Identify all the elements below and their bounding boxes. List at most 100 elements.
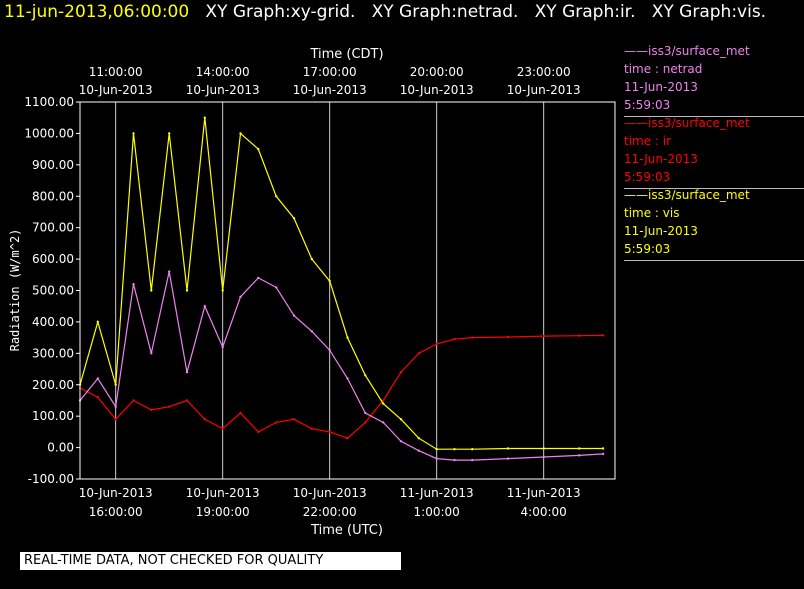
legend-line-icon: —— xyxy=(624,44,648,58)
data-point-ir xyxy=(132,399,135,402)
data-point-ir xyxy=(257,430,260,434)
legend-divider xyxy=(624,116,804,117)
x-tick-label-date: 11-Jun-2013 xyxy=(400,486,474,500)
data-point-ir xyxy=(185,399,189,402)
y-tick-label: 600.00 xyxy=(32,252,74,266)
y-ticks: -100.00 0.00 100.00 200.00 300.00 400.00 500.0… xyxy=(24,95,80,486)
grid xyxy=(115,102,545,479)
x-tick-label-date: 10-Jun-2013 xyxy=(186,486,260,500)
data-point-netrad xyxy=(399,440,403,443)
legend-divider xyxy=(624,260,804,261)
data-point-netrad xyxy=(601,452,605,456)
data-point-ir xyxy=(417,352,420,355)
data-point-netrad xyxy=(542,455,545,459)
data-point-ir xyxy=(506,335,510,339)
x-axis-title: Time (UTC) xyxy=(310,523,383,538)
data-point-netrad xyxy=(364,411,367,415)
x-top-tick-label-date: 10-Jun-2013 xyxy=(79,83,153,97)
legend-date: 11-Jun-2013 xyxy=(624,152,698,166)
x-tick-label-time: 1:00:00 xyxy=(414,505,460,519)
legend-time: 5:59:03 xyxy=(624,242,671,256)
data-point-vis xyxy=(346,336,349,339)
data-point-ir xyxy=(399,371,403,374)
data-point-ir xyxy=(168,405,171,408)
data-point-ir xyxy=(203,418,206,421)
header-bar: 11-jun-2013,06:00:00 XY Graph:xy-grid. X… xyxy=(4,2,766,22)
data-point-ir xyxy=(275,421,278,424)
data-point-netrad xyxy=(132,283,135,286)
legend-date: 11-Jun-2013 xyxy=(624,80,698,94)
y-tick-label: 200.00 xyxy=(32,378,74,392)
data-point-ir xyxy=(96,396,100,399)
data-point-vis xyxy=(132,132,135,135)
data-point-vis xyxy=(399,418,403,421)
data-point-ir xyxy=(578,334,581,337)
data-point-netrad xyxy=(310,330,313,333)
y-tick-label: 700.00 xyxy=(32,221,74,235)
graph-title-2: XY Graph:netrad. xyxy=(371,2,519,22)
legend-time: 5:59:03 xyxy=(624,98,671,112)
data-point-netrad xyxy=(382,421,385,424)
data-point-vis xyxy=(257,147,260,151)
x-tick-label-date: 11-Jun-2013 xyxy=(507,486,581,500)
data-point-vis xyxy=(292,217,296,220)
data-point-netrad xyxy=(203,305,206,308)
graph-title-3: XY Graph:ir. xyxy=(534,2,636,22)
y-tick-label: 900.00 xyxy=(32,158,74,172)
legend-source: iss3/surface_met xyxy=(648,188,750,202)
data-point-ir xyxy=(382,399,385,402)
data-point-netrad xyxy=(239,295,242,298)
data-point-netrad xyxy=(257,276,260,280)
data-point-netrad xyxy=(168,270,171,273)
y-tick-label: 800.00 xyxy=(32,189,74,203)
data-point-ir xyxy=(453,338,456,341)
data-point-netrad xyxy=(150,352,153,355)
data-point-ir xyxy=(435,342,438,346)
data-point-vis xyxy=(542,447,545,450)
data-point-vis xyxy=(382,402,385,405)
data-point-vis xyxy=(185,289,189,292)
data-point-vis xyxy=(435,448,438,451)
data-point-ir xyxy=(601,334,605,337)
data-point-vis xyxy=(453,448,456,451)
graph-title-1: XY Graph:xy-grid. xyxy=(205,2,356,22)
data-point-netrad xyxy=(221,345,224,349)
data-point-vis xyxy=(310,257,313,261)
data-point-netrad xyxy=(506,457,510,460)
data-point-vis xyxy=(578,447,581,450)
data-point-vis xyxy=(96,320,100,324)
data-point-ir xyxy=(150,408,153,412)
data-point-netrad xyxy=(471,458,474,462)
data-point-netrad xyxy=(435,457,438,460)
series-line-vis xyxy=(79,117,604,450)
legend-ir: ——iss3/surface_met time : ir 11-Jun-2013… xyxy=(624,114,804,189)
data-point-ir xyxy=(328,430,331,434)
x-top-tick-label-time: 23:00:00 xyxy=(517,65,571,79)
x-tick-label-time: 19:00:00 xyxy=(196,505,250,519)
data-point-vis xyxy=(471,448,474,451)
graph-title-4: XY Graph:vis. xyxy=(651,2,767,22)
data-point-ir xyxy=(114,418,117,421)
y-tick-label: 500.00 xyxy=(32,284,74,298)
x-top-tick-label-date: 10-Jun-2013 xyxy=(400,83,474,97)
data-point-ir xyxy=(221,427,224,430)
quality-notice: REAL-TIME DATA, NOT CHECKED FOR QUALITY xyxy=(20,552,401,570)
data-point-ir xyxy=(346,437,349,440)
y-tick-label: 1100.00 xyxy=(24,95,74,109)
legend-date: 11-Jun-2013 xyxy=(624,224,698,238)
x-top-tick-label-date: 10-Jun-2013 xyxy=(507,83,581,97)
data-point-netrad xyxy=(417,449,420,452)
legend-vis: ——iss3/surface_met time : vis 11-Jun-201… xyxy=(624,186,804,261)
data-point-vis xyxy=(275,195,278,198)
timestamp: 11-jun-2013,06:00:00 xyxy=(4,2,190,22)
x-tick-label-date: 10-Jun-2013 xyxy=(293,486,367,500)
data-point-netrad xyxy=(185,371,189,374)
data-point-ir xyxy=(542,334,545,338)
x-tick-label-time: 16:00:00 xyxy=(89,505,143,519)
data-point-vis xyxy=(221,289,224,292)
legend-source: iss3/surface_met xyxy=(648,44,750,58)
y-tick-label: 100.00 xyxy=(32,409,74,423)
data-point-netrad xyxy=(346,377,349,380)
data-point-netrad xyxy=(578,454,581,457)
x-tick-label-date: 10-Jun-2013 xyxy=(79,486,153,500)
